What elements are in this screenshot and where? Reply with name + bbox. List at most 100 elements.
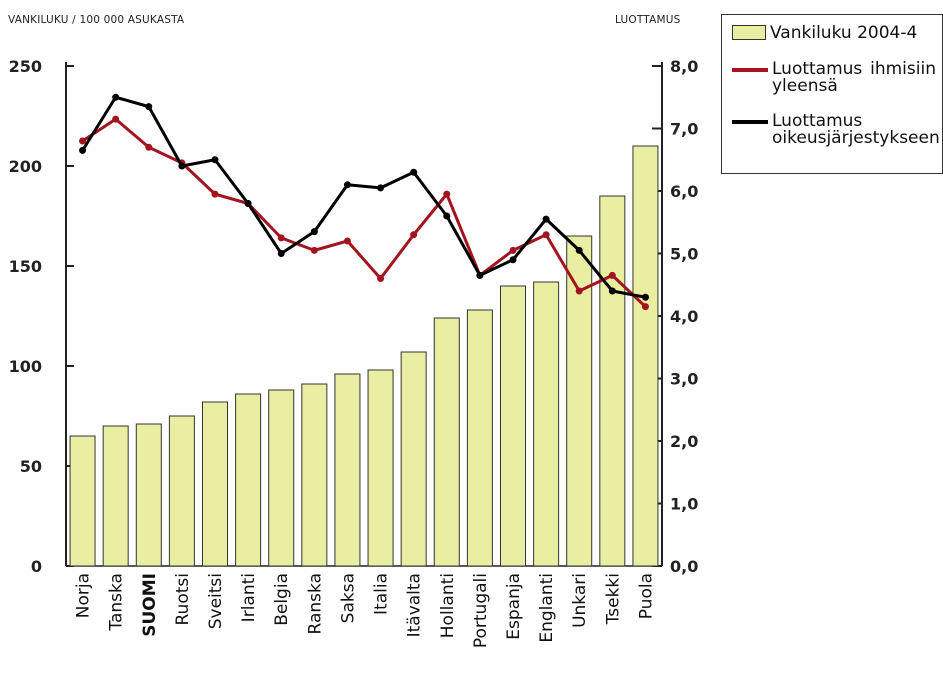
trust-justice-point [509, 256, 517, 264]
trust-justice-point [542, 215, 550, 223]
trust-people-point [542, 231, 550, 239]
trust-justice-point [310, 228, 318, 236]
category-label: Norja [74, 573, 94, 618]
right-axis-tick-label: 0,0 [670, 557, 698, 576]
trust-justice-point [343, 181, 351, 189]
bar [235, 393, 262, 567]
bar [334, 373, 361, 567]
left-axis-title: VANKILUKU / 100 000 ASUKASTA [8, 14, 185, 26]
trust-people-point [410, 231, 418, 239]
left-axis-tick-label: 50 [20, 457, 42, 476]
category-label: Sveitsi [206, 573, 226, 629]
right-axis-tick-label: 4,0 [670, 307, 698, 326]
bar [367, 369, 394, 567]
category-label: Puola [636, 573, 656, 619]
bar [533, 281, 560, 567]
trust-justice-point [641, 293, 649, 301]
trust-justice-point [145, 103, 153, 111]
category-label: Unkari [570, 573, 590, 628]
trust-people-point [575, 287, 583, 295]
category-label: SUOMI [140, 573, 160, 637]
trust-justice-point [377, 184, 385, 192]
bar [632, 145, 659, 567]
bar [500, 285, 526, 567]
trust-justice-point [211, 156, 219, 164]
legend-swatch-trust-justice [732, 120, 768, 124]
category-label: Ruotsi [173, 573, 193, 625]
legend-label-trust-people: Luottamus ihmisiin yleensä [772, 59, 936, 96]
bar [102, 425, 129, 567]
left-axis-tick-label: 0 [31, 557, 42, 576]
trust-people-point [343, 237, 351, 245]
trust-people-point [377, 275, 385, 282]
trust-justice-point [608, 287, 616, 295]
trust-justice-point [443, 212, 451, 220]
trust-justice-point [112, 93, 120, 101]
trust-justice-point [575, 246, 583, 254]
bar [69, 435, 96, 567]
right-axis-tick-label: 3,0 [670, 370, 698, 389]
left-axis-tick-label: 250 [9, 57, 42, 76]
legend: Vankiluku 2004-4 Luottamus ihmisiin ylee… [721, 14, 943, 174]
trust-justice-point [178, 162, 186, 170]
trust-people-point [310, 246, 318, 254]
right-axis-tick-label: 6,0 [670, 182, 698, 201]
legend-item-trust-people: Luottamus ihmisiin yleensä [732, 61, 936, 95]
bar [466, 309, 493, 567]
bar [400, 351, 427, 567]
right-axis-tick-label: 1,0 [670, 495, 698, 514]
category-label: Portugali [471, 573, 491, 648]
trust-justice-point [277, 250, 285, 257]
category-label: Tanska [107, 573, 127, 632]
trust-people-point [641, 303, 649, 311]
bar [168, 415, 195, 567]
trust-people-point [79, 137, 87, 145]
trust-justice-line [81, 95, 646, 299]
category-label: Belgia [272, 573, 292, 626]
trust-people-point [112, 115, 120, 123]
legend-swatch-bars [732, 25, 766, 40]
right-axis-tick-label: 5,0 [670, 245, 698, 264]
trust-people-point [443, 190, 451, 198]
trust-justice-point [476, 271, 484, 279]
legend-item-trust-justice: Luottamus oikeusjärjestykseen [732, 113, 940, 147]
category-label: Itävalta [405, 573, 425, 637]
legend-item-bars: Vankiluku 2004-4 [732, 25, 936, 42]
trust-justice-point [244, 200, 252, 207]
category-label: Ranska [305, 573, 325, 634]
category-label: Saksa [338, 573, 358, 623]
category-label: Irlanti [239, 573, 259, 622]
trust-people-point [145, 143, 153, 151]
legend-label-bars: Vankiluku 2004-4 [770, 23, 918, 43]
left-axis-tick-label: 150 [9, 257, 42, 276]
legend-swatch-trust-people [732, 68, 768, 72]
bar [268, 389, 295, 567]
right-axis-title: LUOTTAMUS [615, 14, 681, 26]
trust-people-point [277, 234, 285, 242]
category-label: Espanja [504, 573, 524, 640]
category-label: Italia [372, 573, 392, 615]
right-axis-tick-label: 2,0 [670, 432, 698, 451]
bar [202, 401, 228, 567]
bar [566, 235, 593, 567]
category-label: Englanti [537, 573, 557, 643]
left-axis-tick-label: 100 [9, 357, 42, 376]
legend-label-trust-justice: Luottamus oikeusjärjestykseen [772, 111, 940, 148]
right-axis-tick-label: 8,0 [670, 57, 698, 76]
bar [599, 195, 626, 567]
left-axis-tick-label: 200 [9, 157, 42, 176]
category-label: Tsekki [603, 573, 623, 625]
trust-people-line [81, 117, 647, 308]
trust-people-point [509, 246, 517, 254]
category-label: Hollanti [438, 573, 458, 638]
trust-people-point [608, 271, 616, 279]
trust-justice-point [410, 168, 418, 176]
bar [135, 423, 162, 567]
bar [433, 317, 460, 567]
bar [301, 383, 328, 567]
trust-people-point [211, 190, 219, 198]
trust-justice-point [79, 146, 87, 154]
right-axis-tick-label: 7,0 [670, 120, 698, 139]
